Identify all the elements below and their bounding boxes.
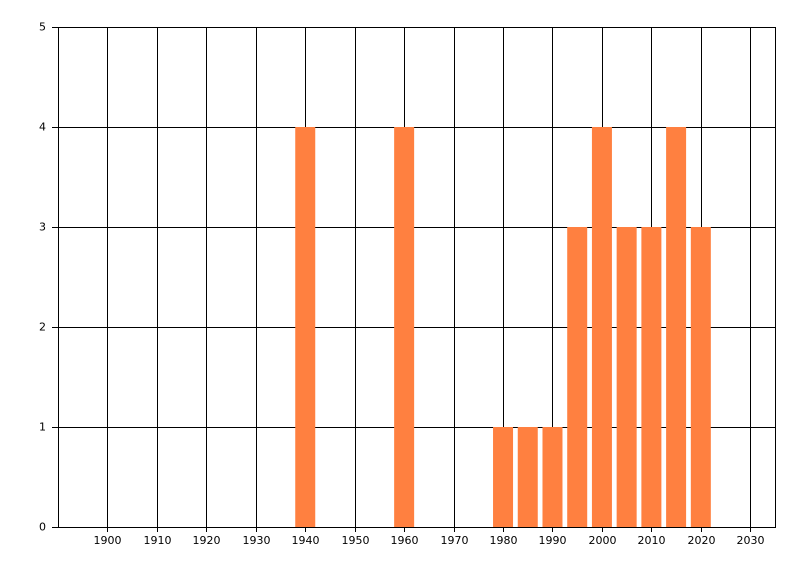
bar [517, 427, 538, 527]
y-tick-label: 1 [39, 421, 46, 434]
x-tick-label: 1900 [94, 534, 122, 547]
bar [591, 127, 612, 527]
x-tick-label: 1910 [144, 534, 172, 547]
x-tick-label: 1970 [441, 534, 469, 547]
x-tick-label: 2020 [688, 534, 716, 547]
bar [493, 427, 514, 527]
x-tick-label: 1930 [243, 534, 271, 547]
x-tick-label: 1960 [391, 534, 419, 547]
bar [690, 227, 711, 527]
x-tick-label: 1950 [342, 534, 370, 547]
y-tick-label: 2 [39, 321, 46, 334]
x-tick-label: 2000 [589, 534, 617, 547]
bar [616, 227, 637, 527]
x-tick-label: 1920 [193, 534, 221, 547]
x-tick-label: 2010 [638, 534, 666, 547]
y-tick-label: 0 [39, 521, 46, 534]
y-tick-label: 3 [39, 221, 46, 234]
y-tick-label: 5 [39, 21, 46, 34]
x-tick-label: 1940 [292, 534, 320, 547]
bar [542, 427, 563, 527]
x-tick-label: 1990 [539, 534, 567, 547]
bar [567, 227, 588, 527]
bar [666, 127, 687, 527]
x-tick-label: 2030 [737, 534, 765, 547]
bar [394, 127, 415, 527]
y-tick-label: 4 [39, 121, 46, 134]
bar [641, 227, 662, 527]
x-tick-label: 1980 [490, 534, 518, 547]
bar [295, 127, 316, 527]
